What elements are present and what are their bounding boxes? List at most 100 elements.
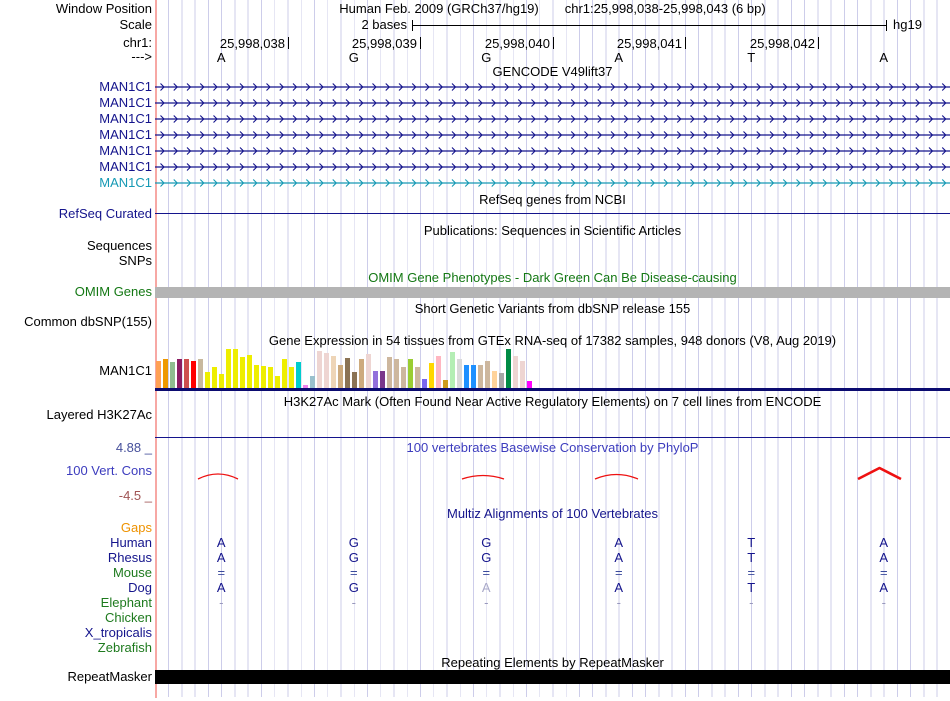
gene-transcript-row[interactable]: [155, 81, 950, 93]
species-label[interactable]: Gaps: [120, 520, 152, 535]
gtex-bar[interactable]: [520, 361, 525, 389]
species-label[interactable]: Dog: [128, 580, 152, 595]
gtex-bar[interactable]: [275, 376, 280, 389]
gene-row-label[interactable]: MAN1C1: [99, 95, 152, 110]
gtex-bar[interactable]: [156, 361, 161, 389]
species-label[interactable]: Rhesus: [107, 550, 152, 565]
gtex-bar[interactable]: [471, 365, 476, 389]
phylop-peak[interactable]: [857, 466, 902, 481]
gtex-bar[interactable]: [345, 358, 350, 389]
gtex-bar[interactable]: [289, 367, 294, 389]
species-label[interactable]: Elephant: [100, 595, 152, 610]
gtex-bar[interactable]: [387, 357, 392, 389]
gtex-bar[interactable]: [226, 349, 231, 389]
dbsnp-track-label[interactable]: Common dbSNP(155): [24, 314, 152, 329]
phylop-wiggle[interactable]: [0, 460, 950, 496]
omim-gene-bar[interactable]: [155, 287, 950, 298]
gtex-bar[interactable]: [443, 380, 448, 389]
gtex-bar[interactable]: [177, 359, 182, 389]
species-label[interactable]: X_tropicalis: [84, 625, 152, 640]
gtex-bar[interactable]: [282, 359, 287, 389]
species-label[interactable]: Chicken: [105, 610, 152, 625]
gtex-bar[interactable]: [303, 385, 308, 389]
gene-transcript-row[interactable]: [155, 161, 950, 173]
gene-row-label[interactable]: MAN1C1: [99, 111, 152, 126]
gtex-bar[interactable]: [464, 365, 469, 389]
gtex-bar[interactable]: [359, 359, 364, 389]
gtex-bar[interactable]: [415, 367, 420, 389]
gtex-bar[interactable]: [506, 349, 511, 389]
gtex-bar[interactable]: [366, 354, 371, 389]
gtex-bar[interactable]: [338, 365, 343, 389]
gtex-bar[interactable]: [401, 367, 406, 389]
gtex-bar[interactable]: [163, 359, 168, 389]
gtex-bar[interactable]: [212, 367, 217, 389]
gtex-bar[interactable]: [380, 371, 385, 389]
gtex-bar[interactable]: [261, 366, 266, 389]
gtex-bar[interactable]: [254, 365, 259, 389]
gtex-bar[interactable]: [478, 365, 483, 389]
gtex-bar[interactable]: [499, 373, 504, 389]
gene-transcript-row[interactable]: [155, 129, 950, 141]
snps-track-label[interactable]: SNPs: [118, 253, 152, 268]
gtex-bar[interactable]: [373, 371, 378, 389]
gene-row-label[interactable]: MAN1C1: [99, 127, 152, 142]
gtex-bar[interactable]: [205, 372, 210, 389]
repeatmasker-element-bar[interactable]: [155, 670, 950, 684]
gtex-bar[interactable]: [394, 359, 399, 389]
gene-transcript-row[interactable]: [155, 177, 950, 189]
gtex-bar[interactable]: [184, 359, 189, 389]
gtex-bar[interactable]: [485, 361, 490, 389]
gtex-bar[interactable]: [310, 376, 315, 389]
gtex-bar[interactable]: [527, 381, 532, 389]
gtex-bar[interactable]: [436, 356, 441, 389]
gene-transcript-row[interactable]: [155, 113, 950, 125]
gtex-bar[interactable]: [457, 359, 462, 389]
gtex-bar[interactable]: [233, 349, 238, 389]
gene-row-label[interactable]: MAN1C1: [99, 143, 152, 158]
refseq-gene-line[interactable]: [155, 213, 950, 214]
gtex-bar[interactable]: [198, 359, 203, 389]
gtex-bar[interactable]: [219, 374, 224, 389]
conservation-track-label[interactable]: 100 Vert. Cons: [66, 463, 152, 478]
gene-row-label[interactable]: MAN1C1: [99, 79, 152, 94]
gtex-bar[interactable]: [408, 359, 413, 389]
coordinate-label: 25,998,042: [749, 36, 815, 51]
phylop-peak[interactable]: [594, 473, 639, 480]
gene-row-label[interactable]: MAN1C1: [99, 159, 152, 174]
gtex-bar[interactable]: [240, 357, 245, 389]
repeatmasker-track-label[interactable]: RepeatMasker: [67, 669, 152, 684]
species-label[interactable]: Human: [110, 535, 152, 550]
h3k27ac-track-label[interactable]: Layered H3K27Ac: [46, 407, 152, 422]
gene-row-label[interactable]: MAN1C1: [99, 175, 152, 190]
gtex-bar[interactable]: [450, 352, 455, 389]
multiz-track-title: Multiz Alignments of 100 Vertebrates: [446, 506, 658, 521]
gtex-bar[interactable]: [513, 356, 518, 389]
gtex-bar[interactable]: [422, 379, 427, 389]
phylop-peak[interactable]: [197, 473, 239, 480]
gtex-bar[interactable]: [324, 353, 329, 389]
gene-transcript-row[interactable]: [155, 145, 950, 157]
alignment-base: -: [484, 595, 489, 610]
alignment-base: -: [881, 595, 886, 610]
gtex-bar[interactable]: [331, 356, 336, 389]
species-label[interactable]: Zebrafish: [97, 640, 152, 655]
omim-track-label[interactable]: OMIM Genes: [74, 284, 152, 299]
gtex-bar[interactable]: [429, 363, 434, 389]
refseq-track-label[interactable]: RefSeq Curated: [58, 206, 152, 221]
gtex-bar[interactable]: [296, 362, 301, 389]
gene-transcript-row[interactable]: [155, 97, 950, 109]
gtex-bar[interactable]: [492, 371, 497, 389]
species-label[interactable]: Mouse: [112, 565, 152, 580]
phylop-peak[interactable]: [461, 474, 505, 480]
cursor-guideline: [155, 0, 157, 698]
gtex-bar[interactable]: [352, 372, 357, 389]
gtex-bar[interactable]: [170, 362, 175, 389]
sequences-track-label[interactable]: Sequences: [86, 238, 152, 253]
base-gridlines: [156, 0, 950, 697]
gtex-gene-label[interactable]: MAN1C1: [99, 363, 152, 378]
gtex-bar[interactable]: [268, 367, 273, 389]
gtex-bar[interactable]: [191, 361, 196, 389]
gtex-bar[interactable]: [247, 355, 252, 389]
gtex-bar[interactable]: [317, 351, 322, 389]
